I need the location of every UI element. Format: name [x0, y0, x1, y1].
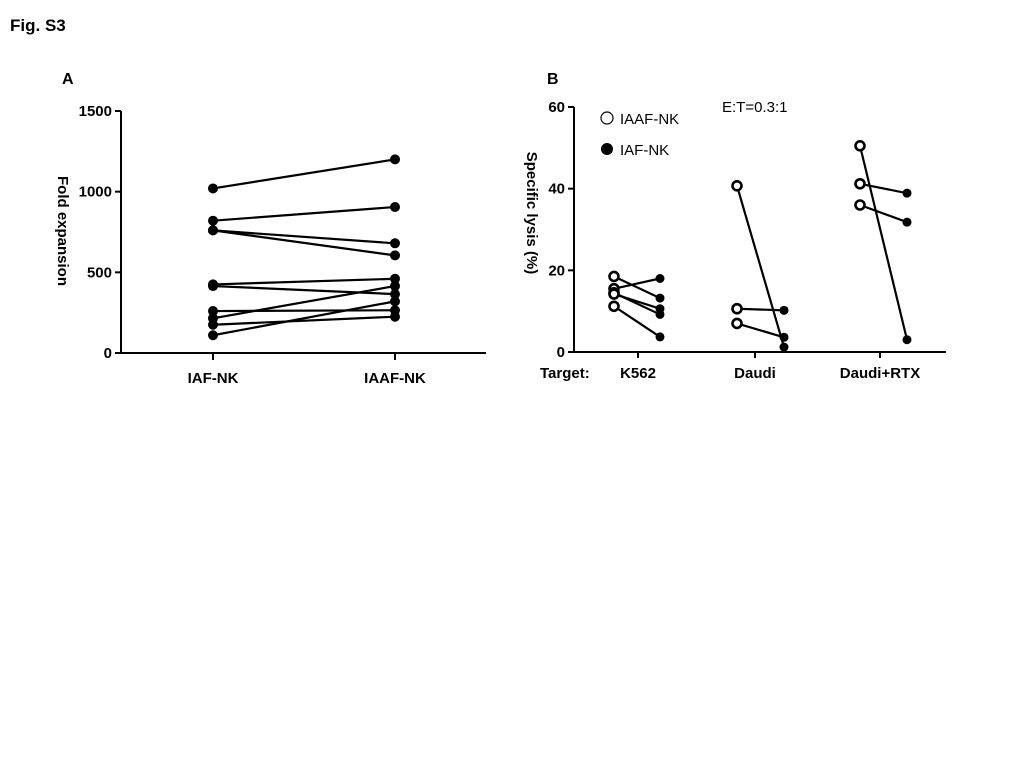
data-point-iaf-nk — [655, 304, 665, 314]
data-point-iaaf-nk — [731, 180, 743, 192]
data-point-iaf-nk — [208, 319, 218, 330]
pair-line — [613, 277, 661, 290]
data-point-iaf-nk — [208, 183, 218, 194]
x-tick-label: Daudi — [734, 365, 776, 382]
data-point-iaf-nk — [208, 225, 218, 236]
legend-entry-1-label: IAAF-NK — [620, 111, 679, 128]
legend-open-circle-marker — [600, 111, 614, 125]
data-point-iaaf-nk — [390, 289, 400, 300]
panel-a-label: A — [62, 71, 74, 88]
pair-line — [212, 284, 396, 320]
pair-line — [212, 309, 396, 313]
data-point-iaaf-nk — [854, 177, 866, 190]
data-point-iaaf-nk — [390, 238, 400, 249]
data-point-iaf-nk — [208, 281, 218, 292]
data-point-iaaf-nk — [608, 288, 620, 300]
pair-line — [212, 205, 396, 222]
data-point-iaf-nk — [779, 305, 789, 315]
data-point-iaf-nk — [902, 217, 912, 227]
panel-a-y-axis-title: Fold expansion — [54, 176, 71, 286]
data-point-iaf-nk — [208, 215, 218, 226]
data-point-iaaf-nk — [390, 296, 400, 307]
data-point-iaf-nk — [902, 188, 912, 198]
data-point-iaaf-nk — [390, 201, 400, 212]
y-tick-label: 60 — [548, 99, 565, 116]
data-point-iaf-nk — [655, 293, 665, 303]
pair-line — [735, 185, 786, 348]
pair-line — [736, 307, 785, 312]
x-tick-label: Daudi+RTX — [840, 365, 920, 382]
pair-line — [212, 229, 396, 245]
data-point-iaf-nk — [655, 274, 665, 283]
panel-b-x-axis-prefix: Target: — [540, 365, 590, 382]
pair-line — [859, 182, 908, 195]
panel-b-y-axis-title: Specific lysis (%) — [523, 152, 540, 275]
pair-line — [212, 277, 396, 286]
figure-title: Fig. S3 — [10, 16, 66, 35]
data-point-iaaf-nk — [731, 302, 743, 315]
pair-line — [613, 275, 661, 300]
panel-a-plot: 0 500 1000 1500 IAF-NK IAAF-NK — [79, 103, 486, 387]
y-tick-label: 0 — [104, 345, 112, 362]
x-tick-label: K562 — [620, 365, 656, 382]
data-point-iaf-nk — [779, 342, 789, 352]
data-point-iaaf-nk — [608, 300, 620, 313]
y-tick-label: 1000 — [79, 184, 112, 201]
pair-line — [212, 284, 396, 296]
data-point-iaf-nk — [208, 330, 218, 341]
data-point-iaaf-nk — [390, 311, 400, 322]
y-tick-label: 1500 — [79, 103, 112, 120]
data-point-iaaf-nk — [731, 317, 743, 330]
pair-line — [613, 305, 661, 338]
data-point-iaaf-nk — [390, 273, 400, 284]
data-point-iaf-nk — [655, 332, 665, 342]
panel-b-label: B — [547, 71, 559, 88]
pair-line — [858, 145, 909, 341]
data-point-iaaf-nk — [854, 199, 866, 211]
y-tick-label: 500 — [87, 264, 112, 281]
data-point-iaaf-nk — [390, 250, 400, 261]
y-tick-label: 0 — [557, 344, 565, 361]
data-point-iaf-nk — [779, 332, 789, 342]
pair-line — [736, 322, 785, 339]
legend-filled-circle-marker — [601, 143, 613, 155]
pair-line — [212, 315, 396, 326]
panel-b-plot: 0 20 40 60 K562 Daudi Daudi+RTX — [548, 99, 946, 382]
data-point-iaaf-nk — [390, 154, 400, 165]
pair-line — [212, 229, 396, 257]
x-tick-label: IAF-NK — [188, 370, 239, 387]
data-point-iaaf-nk — [608, 270, 620, 283]
data-point-iaaf-nk — [390, 281, 400, 292]
panel-b-annotation: E:T=0.3:1 — [722, 99, 787, 116]
legend-entry-2-label: IAF-NK — [620, 142, 669, 159]
data-point-iaaf-nk — [854, 139, 866, 152]
data-point-iaf-nk — [208, 306, 218, 317]
pair-line — [859, 203, 908, 224]
x-tick-label: IAAF-NK — [364, 370, 426, 387]
y-tick-label: 40 — [548, 181, 565, 198]
pair-line — [212, 300, 396, 337]
pair-line — [613, 292, 661, 310]
data-point-iaf-nk — [902, 335, 912, 345]
pair-line — [212, 158, 396, 190]
y-tick-label: 20 — [548, 262, 565, 279]
